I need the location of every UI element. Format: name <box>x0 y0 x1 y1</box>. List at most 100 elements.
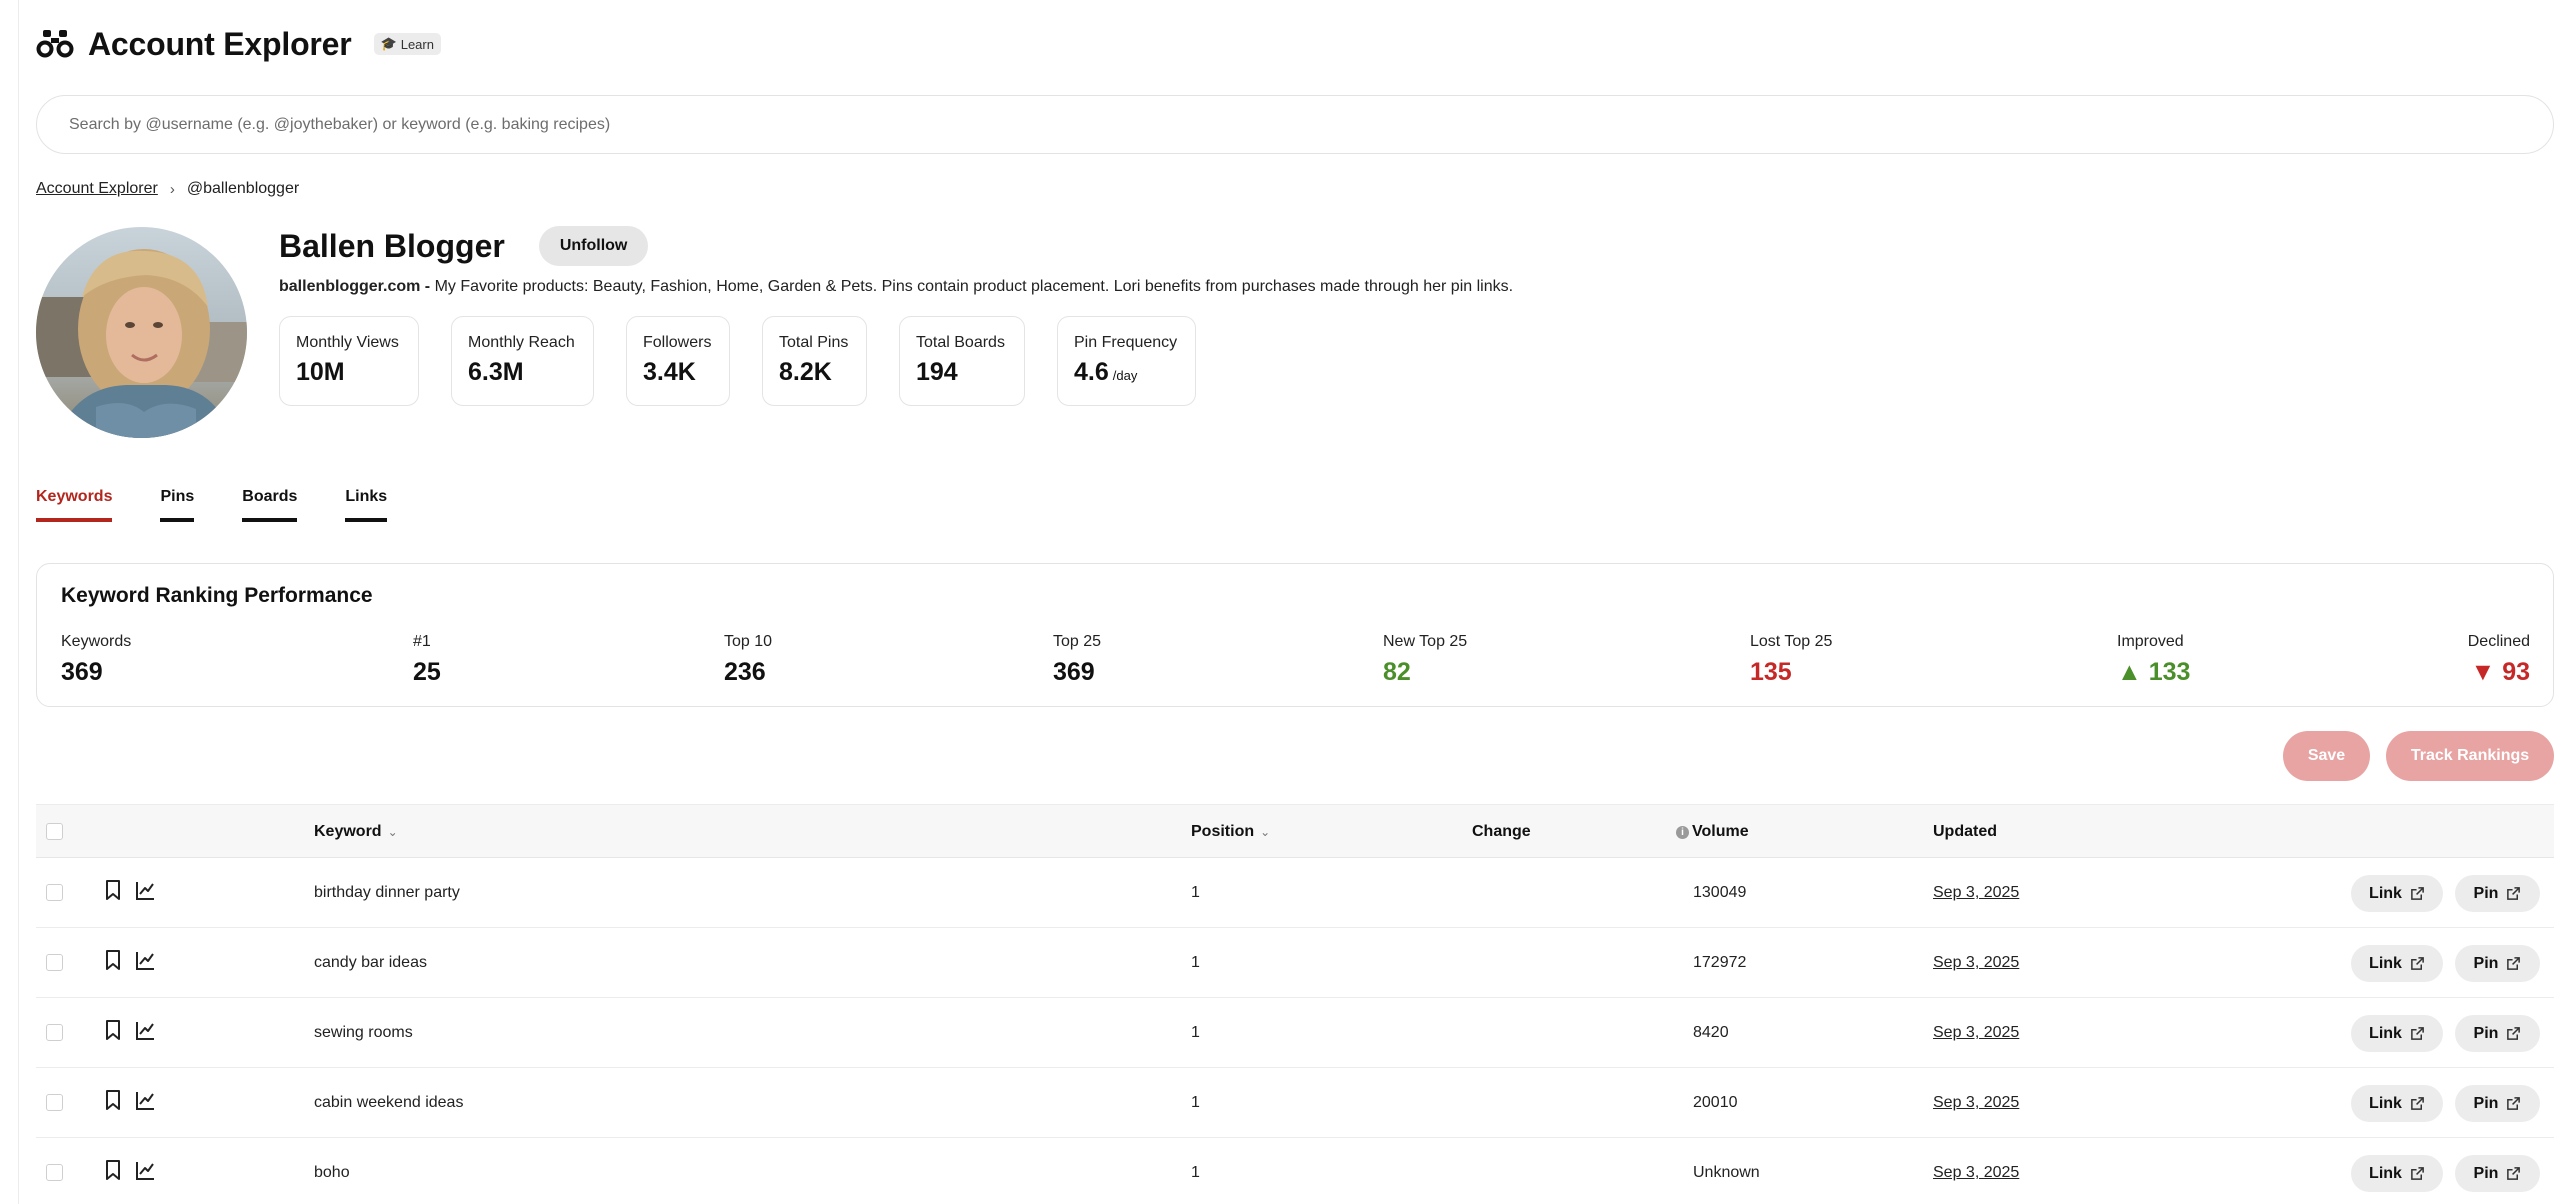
tab-links[interactable]: Links <box>345 488 388 522</box>
bookmark-icon[interactable] <box>102 878 124 902</box>
pin-label: Pin <box>2473 884 2499 902</box>
stat-monthly-reach: Monthly Reach 6.3M <box>451 316 594 406</box>
tab-bar: Keywords Pins Boards Links <box>36 488 388 522</box>
stat-total-pins: Total Pins 8.2K <box>762 316 867 406</box>
column-label: Position <box>1191 823 1255 840</box>
stat-total-boards: Total Boards 194 <box>899 316 1025 406</box>
trend-chart-icon[interactable] <box>134 1158 156 1182</box>
stat-label: Total Boards <box>916 334 1005 351</box>
row-checkbox[interactable] <box>46 884 63 901</box>
trend-chart-icon[interactable] <box>134 948 156 972</box>
pin-button[interactable]: Pin <box>2455 1155 2540 1192</box>
column-updated: Updated <box>1933 805 1997 859</box>
updated-date-link[interactable]: Sep 3, 2025 <box>1933 1024 2020 1041</box>
binoculars-icon <box>36 30 74 58</box>
volume-cell: 130049 <box>1693 884 1747 901</box>
link-label: Link <box>2369 1024 2402 1042</box>
stat-value: 8.2K <box>779 358 832 386</box>
external-link-icon <box>2506 1096 2521 1111</box>
metric-top-10: Top 10 236 <box>724 633 772 687</box>
link-button[interactable]: Link <box>2351 1155 2443 1192</box>
save-button[interactable]: Save <box>2283 731 2370 781</box>
table-row: cabin weekend ideas 1 20010 Sep 3, 2025 Link… <box>36 1068 2554 1138</box>
row-checkbox[interactable] <box>46 954 63 971</box>
table-row: candy bar ideas 1 172972 Sep 3, 2025 Link Pin <box>36 928 2554 998</box>
updated-date-link[interactable]: Sep 3, 2025 <box>1933 1164 2020 1181</box>
graduation-cap-icon: 🎓 <box>380 36 397 51</box>
external-link-icon <box>2506 1166 2521 1181</box>
chevron-right-icon: › <box>169 180 175 198</box>
page-header: Account Explorer 🎓 Learn <box>36 22 441 66</box>
tab-pins[interactable]: Pins <box>160 488 195 522</box>
bookmark-icon[interactable] <box>102 1018 124 1042</box>
pin-button[interactable]: Pin <box>2455 945 2540 982</box>
pin-button[interactable]: Pin <box>2455 875 2540 912</box>
breadcrumb-current: @ballenblogger <box>186 180 300 197</box>
profile-bio-text: My Favorite products: Beauty, Fashion, H… <box>434 278 1514 295</box>
metric-label: Keywords <box>61 633 132 650</box>
trend-chart-icon[interactable] <box>134 878 156 902</box>
metric-value: 369 <box>1053 658 1095 686</box>
stat-unit: /day <box>1112 368 1138 383</box>
card-title: Keyword Ranking Performance <box>61 584 373 607</box>
stat-label: Monthly Reach <box>468 334 575 351</box>
tab-keywords[interactable]: Keywords <box>36 488 113 522</box>
link-button[interactable]: Link <box>2351 875 2443 912</box>
keyword-cell: cabin weekend ideas <box>314 1094 464 1111</box>
row-checkbox[interactable] <box>46 1164 63 1181</box>
metric-label: Lost Top 25 <box>1750 633 1833 650</box>
page-title: Account Explorer <box>88 25 352 62</box>
column-label: Updated <box>1933 823 1997 840</box>
pin-button[interactable]: Pin <box>2455 1015 2540 1052</box>
table-row: sewing rooms 1 8420 Sep 3, 2025 Link Pin <box>36 998 2554 1068</box>
bookmark-icon[interactable] <box>102 948 124 972</box>
bookmark-icon[interactable] <box>102 1158 124 1182</box>
keyword-cell: sewing rooms <box>314 1024 413 1041</box>
metric-declined: Declined ▼ 93 <box>2468 633 2530 687</box>
page-left-border <box>18 0 19 1204</box>
link-button[interactable]: Link <box>2351 1085 2443 1122</box>
column-label: Change <box>1472 823 1531 840</box>
column-keyword[interactable]: Keyword ⌄ <box>314 805 398 859</box>
search-bar <box>36 95 2554 154</box>
link-label: Link <box>2369 954 2402 972</box>
metric-value: 135 <box>1750 658 1792 686</box>
stat-label: Followers <box>643 334 712 351</box>
keyword-cell: birthday dinner party <box>314 884 460 901</box>
select-all-checkbox[interactable] <box>46 823 63 840</box>
tab-boards[interactable]: Boards <box>242 488 298 522</box>
bookmark-icon[interactable] <box>102 1088 124 1112</box>
learn-button[interactable]: 🎓 Learn <box>373 33 441 55</box>
metric-value: 25 <box>413 658 441 686</box>
updated-date-link[interactable]: Sep 3, 2025 <box>1933 1094 2020 1111</box>
profile-header: Ballen Blogger Unfollow <box>279 226 649 266</box>
search-input[interactable] <box>37 96 2553 153</box>
position-cell: 1 <box>1191 884 1200 901</box>
link-label: Link <box>2369 1094 2402 1112</box>
keyword-ranking-performance-card: Keyword Ranking Performance Keywords 369… <box>36 563 2554 707</box>
trend-chart-icon[interactable] <box>134 1018 156 1042</box>
metric-label: #1 <box>413 633 431 650</box>
position-cell: 1 <box>1191 1024 1200 1041</box>
updated-date-link[interactable]: Sep 3, 2025 <box>1933 884 2020 901</box>
metric-value: 236 <box>724 658 766 686</box>
row-checkbox[interactable] <box>46 1024 63 1041</box>
column-change: Change <box>1472 805 1531 859</box>
stat-followers: Followers 3.4K <box>626 316 730 406</box>
row-checkbox[interactable] <box>46 1094 63 1111</box>
column-position[interactable]: Position ⌄ <box>1191 805 1270 859</box>
track-rankings-button[interactable]: Track Rankings <box>2386 731 2554 781</box>
breadcrumb-account-explorer[interactable]: Account Explorer <box>36 180 158 197</box>
pin-button[interactable]: Pin <box>2455 1085 2540 1122</box>
link-button[interactable]: Link <box>2351 945 2443 982</box>
metric-keywords: Keywords 369 <box>61 633 131 687</box>
table-header: Keyword ⌄ Position ⌄ Change i Volume Upd… <box>36 804 2554 858</box>
info-icon[interactable]: i <box>1676 825 1689 839</box>
metric-label: New Top 25 <box>1383 633 1468 650</box>
updated-date-link[interactable]: Sep 3, 2025 <box>1933 954 2020 971</box>
unfollow-button[interactable]: Unfollow <box>538 226 649 266</box>
avatar <box>36 227 247 438</box>
trend-chart-icon[interactable] <box>134 1088 156 1112</box>
external-link-icon <box>2410 1026 2425 1041</box>
link-button[interactable]: Link <box>2351 1015 2443 1052</box>
